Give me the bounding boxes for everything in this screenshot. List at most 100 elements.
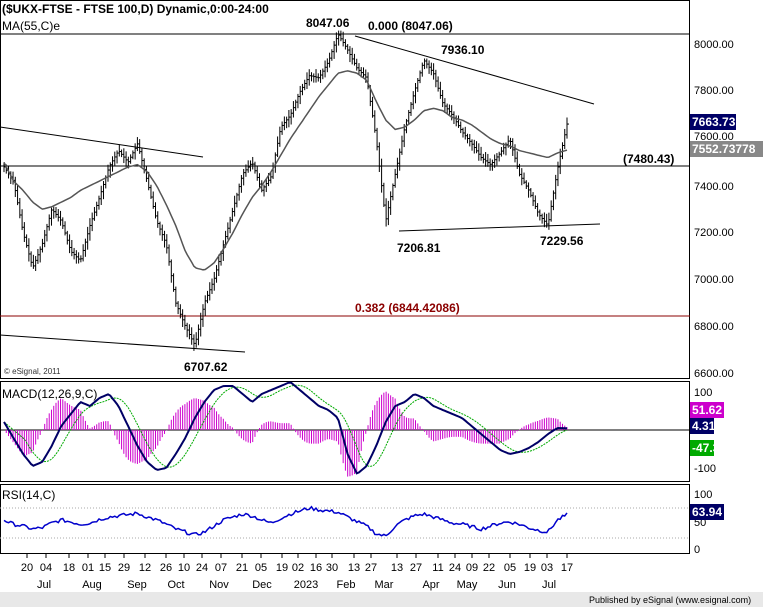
price-bar <box>32 254 36 269</box>
price-bar <box>523 172 527 185</box>
price-bar <box>326 58 330 73</box>
macd-y-tick: 100 <box>694 387 712 399</box>
ma-value-text: 7552.73778 <box>692 142 756 156</box>
price-bars <box>3 30 569 351</box>
price-bar <box>412 91 416 110</box>
price-bar <box>164 230 167 248</box>
price-bar <box>17 184 20 206</box>
day-tick: 04 <box>40 562 52 574</box>
price-bar <box>344 39 348 50</box>
day-tick: 22 <box>483 562 495 574</box>
macd-signal-line <box>3 384 568 468</box>
price-bar <box>173 273 176 292</box>
annotation-high: 8047.06 <box>306 16 350 30</box>
price-bar <box>234 195 237 217</box>
price-bar <box>478 143 481 161</box>
month-tick: Nov <box>209 579 229 591</box>
price-bar <box>191 327 194 345</box>
price-bar <box>265 179 269 193</box>
price-bar <box>476 141 479 154</box>
price-bar <box>498 151 502 162</box>
day-tick: 13 <box>348 562 360 574</box>
price-bar <box>179 304 183 319</box>
price-bar <box>331 49 334 61</box>
price-bar <box>100 185 104 206</box>
price-bar <box>419 70 423 84</box>
annotation-7206: 7206.81 <box>397 241 441 255</box>
price-bar <box>421 62 425 77</box>
price-bar <box>152 191 156 209</box>
price-bar <box>218 254 221 277</box>
price-bar <box>340 30 343 42</box>
rsi-panel-frame <box>0 484 690 554</box>
day-tick: 11 <box>432 562 443 574</box>
y-tick: 7800.00 <box>694 85 734 97</box>
day-tick: 29 <box>118 562 130 574</box>
day-tick: 27 <box>365 562 377 574</box>
day-tick: 17 <box>561 562 573 574</box>
day-tick: 12 <box>139 562 151 574</box>
price-bar <box>48 214 52 231</box>
price-bar <box>243 168 246 186</box>
rsi-title: RSI(14,C) <box>2 488 55 502</box>
price-bar <box>356 58 359 71</box>
price-bar <box>539 209 542 221</box>
price-bar <box>401 135 404 155</box>
price-bar <box>247 160 251 173</box>
month-tick: Aug <box>82 579 102 591</box>
y-tick: 7400.00 <box>694 181 734 193</box>
price-bar <box>89 218 92 241</box>
macd-title: MACD(12,26,9,C) <box>2 387 97 401</box>
chart-title: ($UKX-FTSE - FTSE 100,D) Dynamic,0:00-24… <box>2 2 269 16</box>
price-bar <box>566 117 569 139</box>
macd-signal-value: -47.3 <box>692 441 720 455</box>
price-bar <box>69 234 72 254</box>
price-bar <box>159 221 163 236</box>
day-tick: 05 <box>504 562 516 574</box>
price-bar <box>482 153 486 164</box>
day-tick: 05 <box>255 562 267 574</box>
month-tick: Jun <box>498 579 516 591</box>
price-bar <box>394 168 398 188</box>
price-bar <box>206 290 210 304</box>
annotation-7229: 7229.56 <box>540 234 584 248</box>
rsi-line <box>3 505 568 537</box>
price-bar <box>200 312 203 337</box>
price-bar <box>473 139 477 154</box>
price-bar <box>197 324 201 346</box>
footer-text: Published by eSignal (www.esignal.com) <box>589 595 751 605</box>
annotation-fib0: 0.000 (8047.06) <box>368 19 453 33</box>
macd-hist-value: 51.62 <box>692 403 722 417</box>
y-tick: 7000.00 <box>694 274 734 286</box>
macd-hist-tag <box>690 402 724 418</box>
price-bar <box>193 334 196 351</box>
ma-value-tag <box>690 141 763 157</box>
price-bar <box>557 161 560 187</box>
price-bar <box>177 301 181 315</box>
price-bar <box>519 163 522 177</box>
price-bar <box>322 68 325 80</box>
price-bar <box>209 282 212 301</box>
price-bar <box>543 212 547 228</box>
price-bar <box>489 158 493 171</box>
price-bar <box>324 60 328 78</box>
price-bar <box>170 259 174 283</box>
price-bar <box>195 332 199 348</box>
price-bar <box>44 229 47 248</box>
price-bar <box>363 67 366 78</box>
price-bar <box>26 234 29 248</box>
price-bar <box>288 110 291 128</box>
day-tick: 20 <box>21 562 33 574</box>
price-bar <box>500 146 504 157</box>
rsi-value: 63.94 <box>692 505 722 519</box>
price-bar <box>338 30 341 46</box>
trendline-lower <box>398 223 601 232</box>
price-bar <box>157 211 160 228</box>
price-bar <box>292 101 296 118</box>
macd-value-tag <box>690 418 714 434</box>
price-bar <box>161 224 165 241</box>
price-bar <box>381 158 384 193</box>
price-bar <box>537 203 540 217</box>
day-tick: 21 <box>236 562 248 574</box>
price-bar <box>73 247 77 260</box>
